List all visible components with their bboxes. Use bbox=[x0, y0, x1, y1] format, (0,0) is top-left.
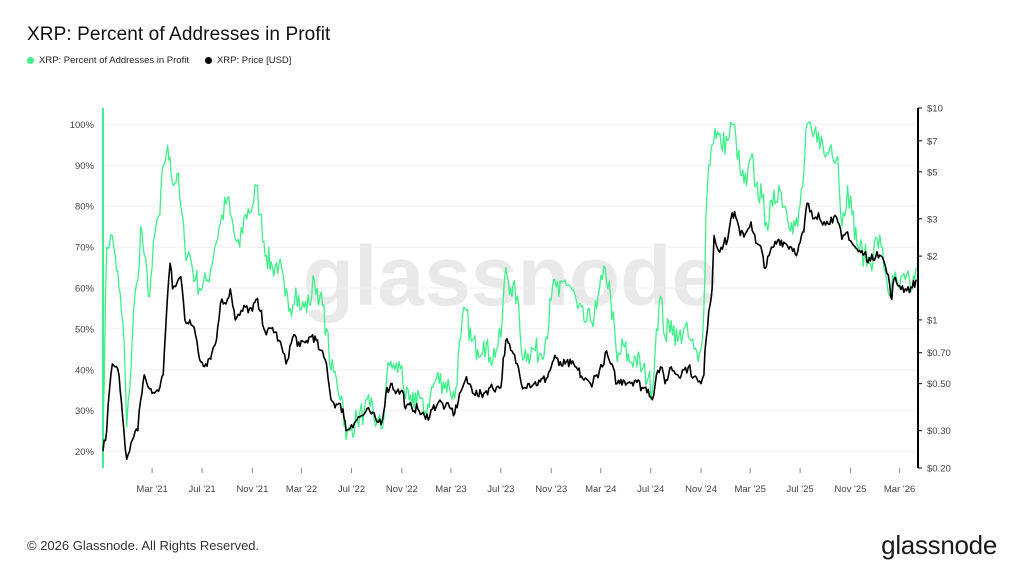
x-tick-label: Jul '25 bbox=[787, 484, 814, 495]
chart-title: XRP: Percent of Addresses in Profit bbox=[27, 24, 331, 45]
y-right-tick-label: $0.70 bbox=[927, 348, 951, 359]
copyright: © 2026 Glassnode. All Rights Reserved. bbox=[27, 538, 260, 553]
legend-item-price[interactable]: XRP: Price [USD] bbox=[204, 55, 292, 66]
y-right-tick-label: $10 bbox=[927, 104, 943, 115]
x-tick-label: Mar '26 bbox=[884, 484, 915, 495]
x-tick-label: Jul '24 bbox=[637, 484, 664, 495]
y-left-tick-label: 70% bbox=[75, 243, 95, 254]
x-tick-label: Nov '22 bbox=[386, 484, 418, 495]
watermark: glassnode bbox=[303, 229, 718, 323]
x-tick-label: Mar '22 bbox=[286, 484, 317, 495]
y-left-tick-label: 30% bbox=[75, 406, 95, 417]
x-tick-label: Mar '23 bbox=[435, 484, 466, 495]
y-right-tick-label: $5 bbox=[927, 167, 938, 178]
y-left-tick-label: 20% bbox=[75, 447, 95, 458]
y-left-tick-label: 80% bbox=[75, 202, 95, 213]
y-right-tick-label: $0.50 bbox=[927, 379, 951, 390]
x-tick-label: Jul '21 bbox=[188, 484, 215, 495]
y-right-tick-label: $2 bbox=[927, 252, 938, 263]
legend-item-profit[interactable]: XRP: Percent of Addresses in Profit bbox=[27, 55, 189, 66]
y-right-tick-label: $3 bbox=[927, 214, 938, 225]
legend-label-profit: XRP: Percent of Addresses in Profit bbox=[39, 55, 189, 66]
x-tick-label: Nov '24 bbox=[685, 484, 717, 495]
x-tick-label: Mar '24 bbox=[585, 484, 616, 495]
y-right-tick-label: $0.30 bbox=[927, 426, 951, 437]
y-left-tick-label: 40% bbox=[75, 365, 95, 376]
y-right-tick-label: $0.20 bbox=[927, 464, 951, 475]
x-tick-label: Nov '25 bbox=[834, 484, 866, 495]
y-left-tick-label: 100% bbox=[70, 120, 95, 131]
x-tick-label: Nov '23 bbox=[535, 484, 567, 495]
brand-logo: glassnode bbox=[881, 530, 997, 560]
x-tick-label: Jul '22 bbox=[338, 484, 365, 495]
legend-dot-profit-icon bbox=[27, 57, 34, 64]
x-tick-label: Nov '21 bbox=[236, 484, 268, 495]
series-line-profit bbox=[102, 121, 917, 441]
y-left-tick-label: 60% bbox=[75, 284, 95, 295]
y-left-tick-label: 90% bbox=[75, 161, 95, 172]
x-tick-label: Jul '23 bbox=[487, 484, 514, 495]
legend: XRP: Percent of Addresses in Profit XRP:… bbox=[27, 55, 291, 66]
x-tick-label: Mar '25 bbox=[734, 484, 765, 495]
legend-dot-price-icon bbox=[204, 57, 212, 64]
y-left-tick-label: 50% bbox=[75, 324, 95, 335]
y-right-tick-label: $1 bbox=[927, 315, 938, 326]
series-line-price bbox=[102, 202, 917, 460]
x-tick-label: Mar '21 bbox=[136, 484, 167, 495]
legend-label-price: XRP: Price [USD] bbox=[216, 55, 292, 66]
y-right-tick-label: $7 bbox=[927, 136, 938, 147]
